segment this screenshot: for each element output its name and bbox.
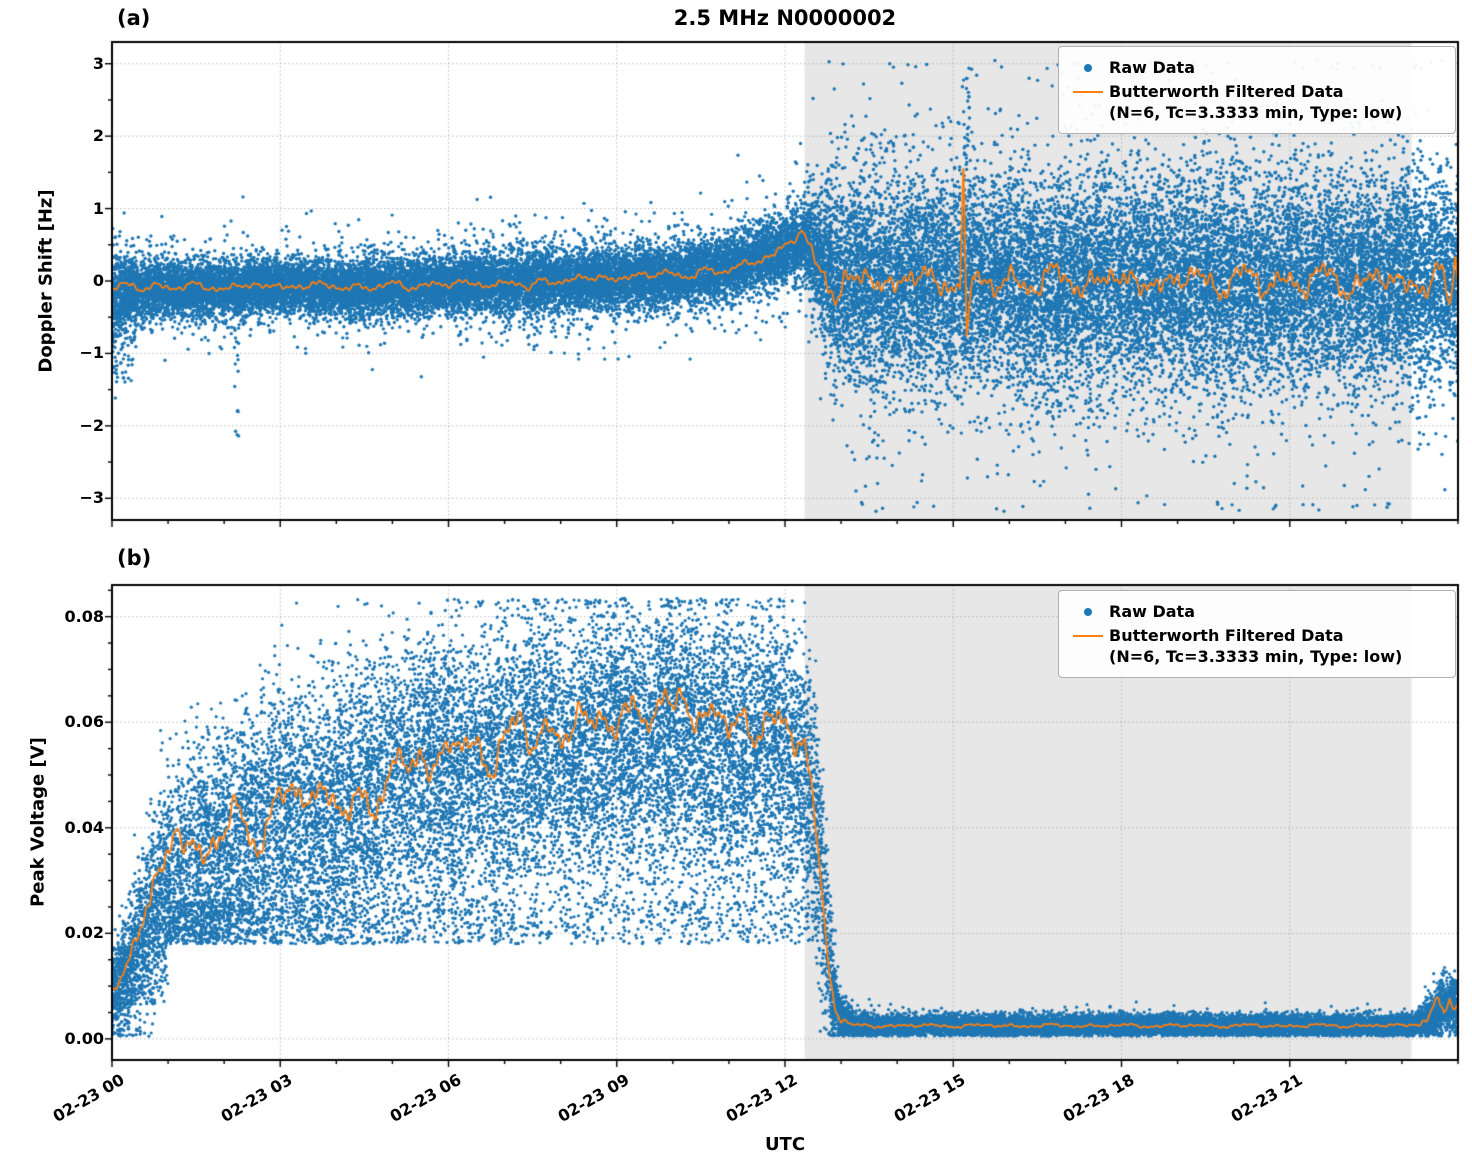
legend-filtered-label: Butterworth Filtered Data (N=6, Tc=3.333… (1109, 625, 1402, 667)
panel-b-label: (b) (117, 546, 152, 570)
filtered-line-marker-icon (1067, 81, 1109, 102)
legend-raw-label: Raw Data (1109, 602, 1195, 621)
legend-panel-a: Raw Data Butterworth Filtered Data (N=6,… (1058, 46, 1456, 134)
y-axis-label-voltage: Peak Voltage [V] (27, 737, 49, 907)
x-axis-label: UTC (764, 1134, 806, 1155)
legend-filtered-label-line2: (N=6, Tc=3.3333 min, Type: low) (1109, 103, 1403, 122)
legend-panel-b: Raw Data Butterworth Filtered Data (N=6,… (1058, 590, 1456, 678)
raw-data-marker-icon (1067, 601, 1109, 622)
chart-title: 2.5 MHz N0000002 (673, 6, 897, 30)
y-axis-label-doppler: Doppler Shift [Hz] (35, 189, 57, 373)
legend-row-filtered: Butterworth Filtered Data (N=6, Tc=3.333… (1067, 625, 1441, 667)
legend-row-raw: Raw Data (1067, 57, 1441, 78)
legend-filtered-label: Butterworth Filtered Data (N=6, Tc=3.333… (1109, 81, 1402, 123)
legend-filtered-label-line1: Butterworth Filtered Data (1109, 626, 1344, 645)
raw-data-marker-icon (1067, 57, 1109, 78)
legend-row-filtered: Butterworth Filtered Data (N=6, Tc=3.333… (1067, 81, 1441, 123)
legend-raw-label: Raw Data (1109, 58, 1195, 77)
panel-a-label: (a) (117, 6, 151, 30)
legend-row-raw: Raw Data (1067, 601, 1441, 622)
legend-filtered-label-line2: (N=6, Tc=3.3333 min, Type: low) (1109, 647, 1403, 666)
filtered-line-marker-icon (1067, 625, 1109, 646)
legend-filtered-label-line1: Butterworth Filtered Data (1109, 82, 1344, 101)
